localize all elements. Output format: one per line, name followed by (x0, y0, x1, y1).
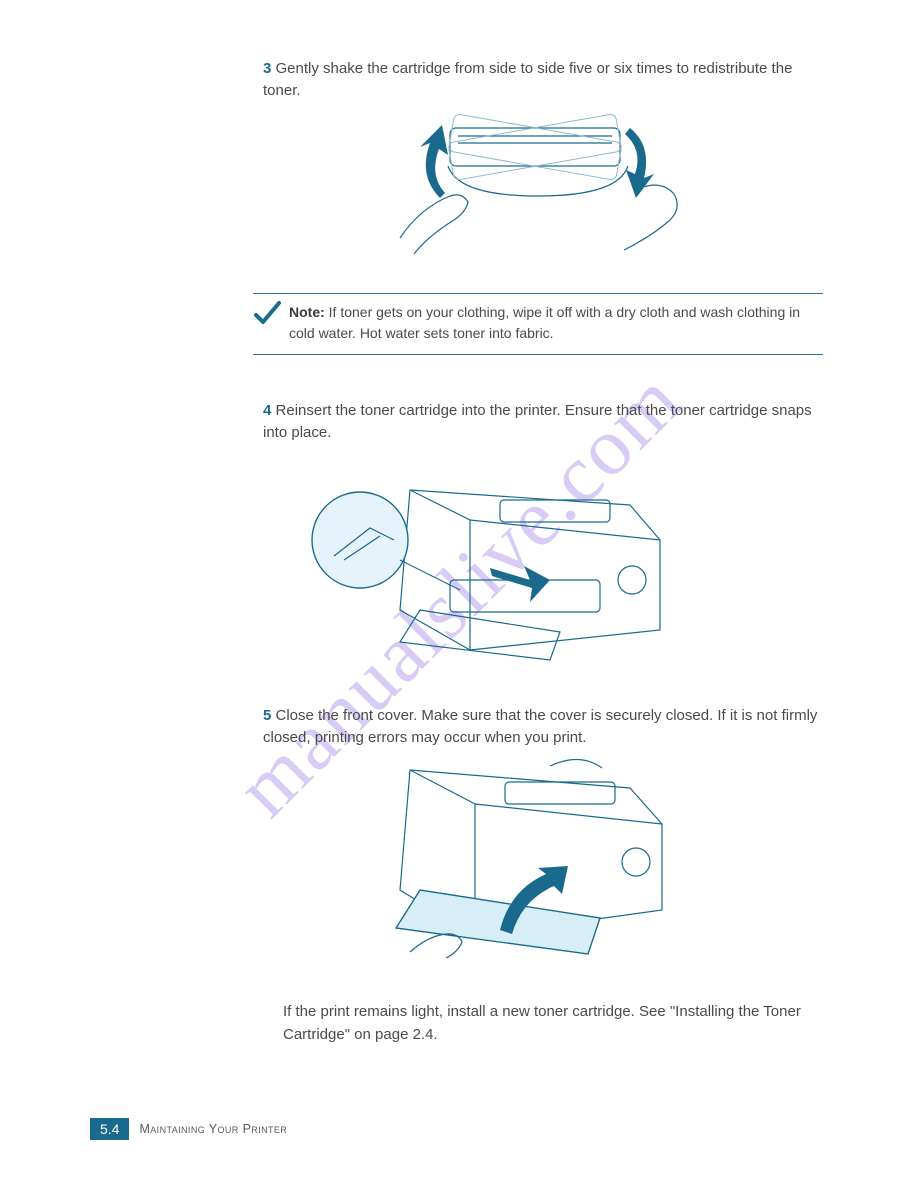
step-3-number: 3 (263, 60, 271, 77)
figure-close-cover (300, 740, 720, 970)
note-label: Note: (289, 304, 325, 320)
note-text: If toner gets on your clothing, wipe it … (289, 304, 800, 341)
page-footer: 5.4 Maintaining Your Printer (90, 1118, 287, 1140)
step-4-text: Reinsert the toner cartridge into the pr… (263, 402, 812, 441)
checkmark-icon (253, 300, 281, 328)
closing-paragraph: If the print remains light, install a ne… (283, 1000, 823, 1047)
step-4: 4 Reinsert the toner cartridge into the … (263, 400, 823, 444)
footer-title: Maintaining Your Printer (139, 1122, 287, 1136)
step-4-number: 4 (263, 402, 271, 419)
note-rule-top (253, 293, 823, 294)
note-rule-bottom (253, 354, 823, 355)
figure-shake-cartridge (330, 88, 700, 278)
step-5-number: 5 (263, 707, 271, 724)
note-box: Note: If toner gets on your clothing, wi… (253, 293, 823, 355)
page-number: 5.4 (90, 1118, 129, 1140)
note-text-block: Note: If toner gets on your clothing, wi… (289, 300, 823, 344)
figure-insert-cartridge (300, 460, 720, 680)
